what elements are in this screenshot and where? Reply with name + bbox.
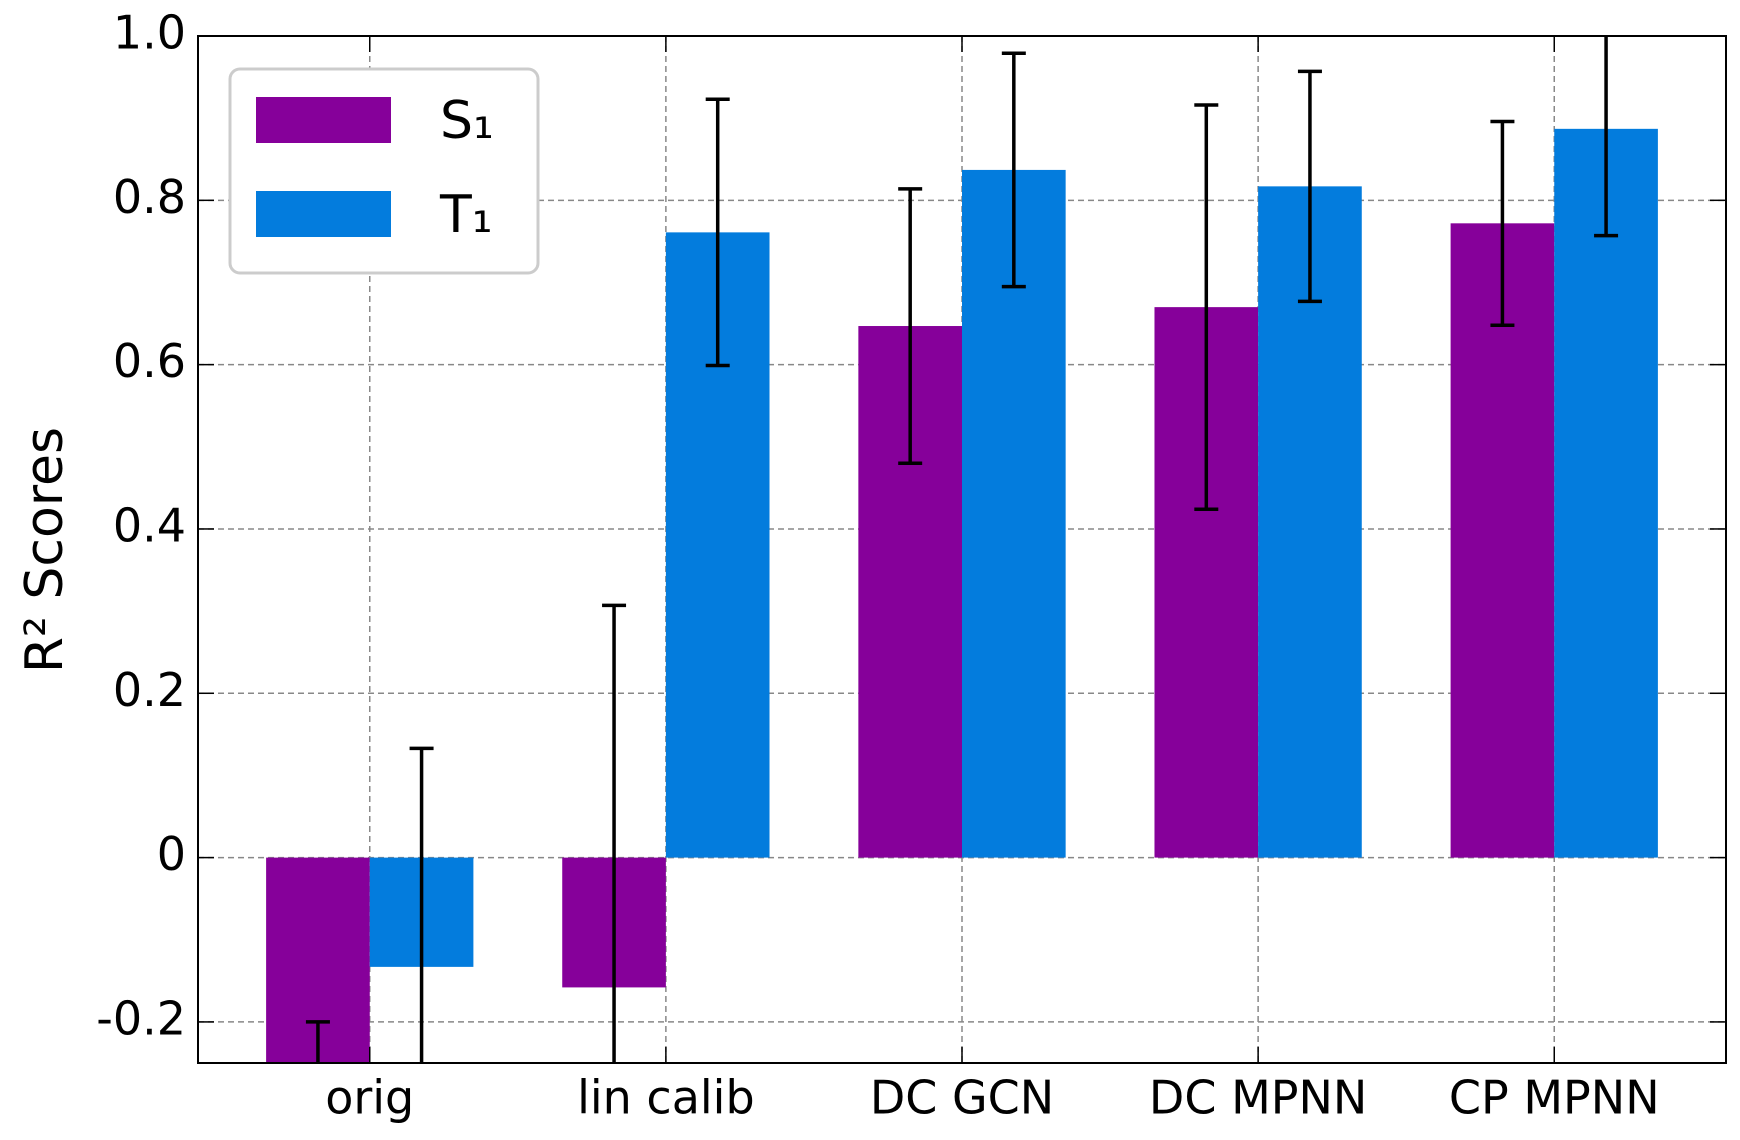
- plot-frame: [197, 35, 1727, 1064]
- y-axis-label: R² Scores: [15, 427, 75, 673]
- error-bar: [1594, 36, 1619, 238]
- y-tick-label: 0.6: [113, 334, 186, 388]
- x-tick-label: lin calib: [577, 1071, 755, 1125]
- y-tick-label: 1.0: [113, 6, 186, 60]
- bar: [1554, 128, 1658, 858]
- error-bar: [602, 603, 627, 1063]
- y-tick-label: 0.8: [113, 170, 186, 224]
- bar: [1450, 223, 1555, 858]
- y-tick-label: 0: [157, 827, 186, 881]
- legend-swatch: [256, 97, 391, 143]
- x-tick-label: DC GCN: [870, 1071, 1054, 1125]
- y-tick-label: -0.2: [96, 991, 186, 1045]
- y-tick-label: 0.2: [113, 663, 186, 717]
- legend-label: S₁: [440, 91, 494, 151]
- error-bar: [1001, 51, 1026, 289]
- legend-swatch: [256, 191, 391, 237]
- error-bar: [898, 187, 923, 465]
- error-bar: [705, 97, 730, 368]
- x-tick-label: DC MPNN: [1149, 1071, 1367, 1125]
- y-tick-label: 0.4: [113, 498, 186, 552]
- error-bar: [409, 746, 434, 1063]
- legend: S₁ T₁: [228, 67, 540, 275]
- error-bar: [305, 1020, 330, 1063]
- x-tick-label: CP MPNN: [1449, 1071, 1660, 1125]
- error-bar: [1194, 103, 1219, 511]
- x-tick-label: orig: [325, 1071, 414, 1125]
- legend-label: T₁: [439, 185, 493, 245]
- error-bar: [1297, 69, 1322, 304]
- error-bar: [1490, 119, 1515, 327]
